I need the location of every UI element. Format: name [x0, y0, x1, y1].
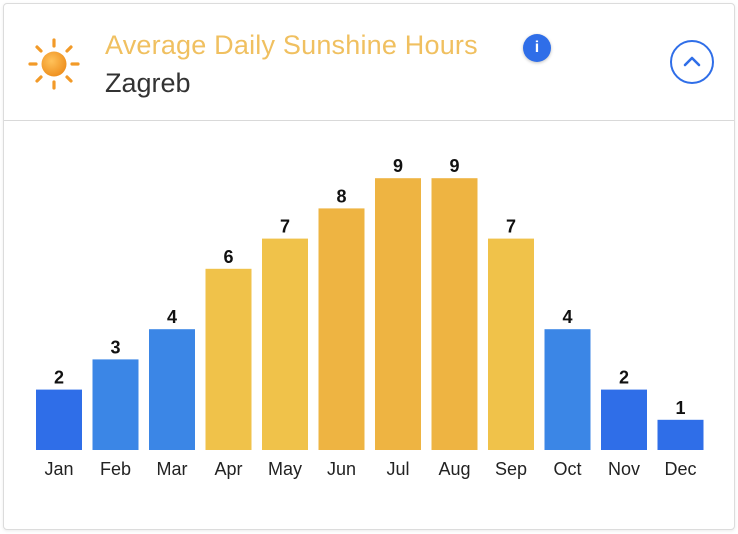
bar-feb[interactable] — [92, 359, 139, 450]
data-label-apr: 6 — [223, 247, 233, 267]
x-tick-label-mar: Mar — [157, 459, 188, 479]
data-label-nov: 2 — [619, 368, 629, 388]
data-label-feb: 3 — [110, 337, 120, 357]
x-tick-label-nov: Nov — [608, 459, 640, 479]
data-label-sep: 7 — [506, 217, 516, 237]
collapse-button[interactable] — [670, 40, 714, 84]
bar-oct[interactable] — [544, 329, 591, 450]
data-label-dec: 1 — [675, 398, 685, 418]
data-label-aug: 9 — [449, 156, 459, 176]
info-icon: i — [534, 39, 540, 56]
data-label-may: 7 — [280, 217, 290, 237]
data-label-jun: 8 — [336, 186, 346, 206]
bar-jan[interactable] — [36, 389, 82, 450]
bar-jun[interactable] — [318, 208, 365, 450]
data-label-jan: 2 — [54, 368, 64, 388]
info-button[interactable]: i — [523, 34, 551, 62]
bar-may[interactable] — [262, 238, 308, 450]
sunshine-card: Average Daily Sunshine Hours Zagreb i 2 J… — [3, 3, 735, 530]
page-title: Average Daily Sunshine Hours — [105, 30, 478, 60]
bar-dec[interactable] — [657, 419, 704, 450]
data-label-jul: 9 — [393, 156, 403, 176]
x-tick-label-oct: Oct — [553, 459, 581, 479]
x-tick-label-may: May — [268, 459, 302, 479]
bar-apr[interactable] — [205, 268, 252, 450]
data-label-oct: 4 — [562, 307, 572, 327]
data-label-mar: 4 — [167, 307, 177, 327]
x-tick-label-aug: Aug — [438, 459, 470, 479]
location-subtitle: Zagreb — [105, 68, 191, 98]
bar-nov[interactable] — [601, 389, 647, 450]
card-header: Average Daily Sunshine Hours Zagreb i — [4, 4, 734, 121]
x-tick-label-jan: Jan — [44, 459, 73, 479]
x-tick-label-apr: Apr — [214, 459, 242, 479]
bar-mar[interactable] — [149, 329, 195, 450]
bar-sep[interactable] — [488, 238, 534, 450]
x-tick-label-feb: Feb — [100, 459, 131, 479]
x-tick-label-jul: Jul — [386, 459, 409, 479]
bar-aug[interactable] — [431, 178, 478, 450]
x-tick-label-jun: Jun — [327, 459, 356, 479]
bar-jul[interactable] — [375, 178, 421, 450]
chevron-up-icon — [683, 56, 701, 67]
sun-icon — [28, 38, 80, 90]
x-tick-label-dec: Dec — [664, 459, 696, 479]
x-tick-label-sep: Sep — [495, 459, 527, 479]
sunshine-bar-chart: 2 Jan 3 Feb 4 Mar 6 Apr 7 May 8 Jun 9 Jul 9 Aug 7 Sep 4 Oct… — [36, 156, 704, 479]
